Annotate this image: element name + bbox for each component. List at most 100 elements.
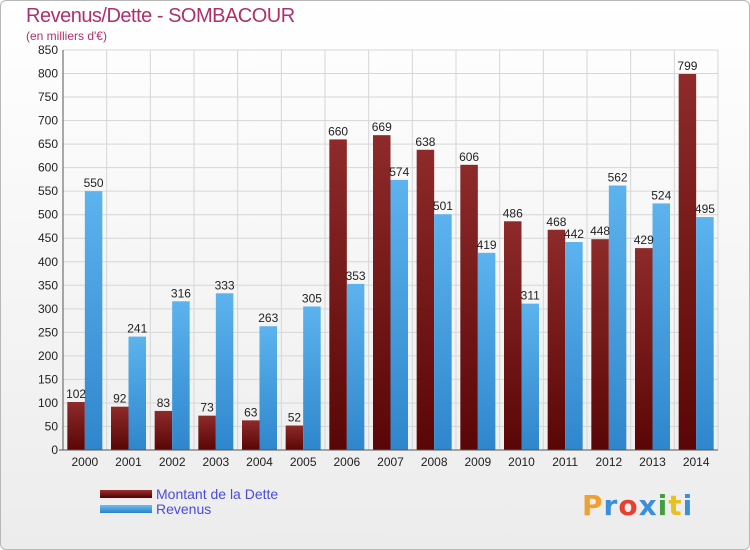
y-tick-label: 200 xyxy=(38,349,58,363)
data-label: 606 xyxy=(459,150,479,164)
bar-revenus xyxy=(608,185,627,450)
bar-revenus xyxy=(172,301,190,450)
y-tick-label: 850 xyxy=(38,43,58,57)
y-tick-label: 450 xyxy=(38,231,58,245)
x-tick-label: 2014 xyxy=(683,455,710,469)
bar-revenus xyxy=(259,326,277,450)
bar-dette xyxy=(460,164,478,450)
y-tick-label: 700 xyxy=(38,114,58,128)
data-label: 669 xyxy=(372,120,392,134)
data-label: 92 xyxy=(113,392,127,406)
data-label: 52 xyxy=(288,411,302,425)
logo-letter: x xyxy=(638,489,658,522)
logo-letter: t xyxy=(668,489,683,522)
x-tick-label: 2013 xyxy=(639,455,666,469)
chart-title: Revenus/Dette - SOMBACOUR xyxy=(26,5,295,27)
data-label: 660 xyxy=(328,124,348,138)
legend-swatch-revenus xyxy=(100,505,152,513)
bar-dette xyxy=(242,420,260,450)
legend-label-revenus: Revenus xyxy=(156,501,212,517)
data-label: 63 xyxy=(244,405,258,419)
legend-item-debt: Montant de la Dette xyxy=(100,486,360,502)
bar-dette xyxy=(285,425,304,450)
proxiti-logo: Proxiti xyxy=(582,489,693,522)
bar-dette xyxy=(504,221,522,450)
x-tick-label: 2008 xyxy=(421,455,448,469)
x-tick-label: 2009 xyxy=(464,455,491,469)
bar-revenus xyxy=(346,283,365,450)
x-tick-label: 2007 xyxy=(377,455,404,469)
y-tick-label: 500 xyxy=(38,208,58,222)
bar-revenus xyxy=(521,303,539,450)
logo-letter: r xyxy=(603,489,619,522)
bar-dette xyxy=(154,410,173,450)
y-tick-label: 550 xyxy=(38,184,58,198)
data-label: 333 xyxy=(215,278,235,292)
bar-revenus xyxy=(128,336,146,450)
bar-dette xyxy=(678,74,697,450)
data-label: 419 xyxy=(477,238,497,252)
bar-revenus xyxy=(652,203,670,450)
bar-dette xyxy=(591,239,609,450)
data-label: 102 xyxy=(66,387,86,401)
y-tick-label: 50 xyxy=(45,419,59,433)
data-label: 83 xyxy=(157,396,171,410)
x-tick-label: 2011 xyxy=(552,455,578,469)
bar-revenus xyxy=(696,217,714,450)
bar-dette xyxy=(198,415,216,450)
y-tick-label: 300 xyxy=(38,302,58,316)
y-tick-label: 350 xyxy=(38,278,58,292)
y-tick-label: 250 xyxy=(38,325,58,339)
x-tick-label: 2002 xyxy=(159,455,186,469)
data-label: 305 xyxy=(302,291,322,305)
y-tick-label: 400 xyxy=(38,255,58,269)
bar-dette xyxy=(67,402,85,450)
logo-letter: P xyxy=(582,489,604,522)
logo-letter: i xyxy=(657,489,669,522)
data-label: 574 xyxy=(389,165,409,179)
y-tick-label: 800 xyxy=(38,67,58,81)
bar-revenus xyxy=(390,179,408,450)
x-tick-label: 2003 xyxy=(202,455,229,469)
x-tick-label: 2006 xyxy=(333,455,360,469)
data-label: 442 xyxy=(564,227,584,241)
bar-dette xyxy=(635,248,653,450)
data-label: 73 xyxy=(200,401,214,415)
data-label: 495 xyxy=(695,202,715,216)
bar-revenus xyxy=(84,191,103,451)
x-tick-label: 2012 xyxy=(595,455,622,469)
chart-subtitle: (en milliers d'€) xyxy=(26,29,107,43)
bar-dette xyxy=(373,135,391,451)
y-tick-label: 150 xyxy=(38,372,58,386)
legend-swatch-debt xyxy=(100,490,152,498)
x-tick-label: 2005 xyxy=(290,455,317,469)
logo-letter: o xyxy=(618,489,639,522)
legend-item-revenus: Revenus xyxy=(100,501,360,517)
x-tick-label: 2001 xyxy=(115,455,142,469)
data-label: 468 xyxy=(546,215,566,229)
data-label: 501 xyxy=(433,199,453,213)
bar-dette xyxy=(547,229,566,450)
bar-revenus xyxy=(477,252,496,450)
data-label: 316 xyxy=(171,286,191,300)
x-tick-label: 2000 xyxy=(71,455,98,469)
bar-revenus xyxy=(303,306,321,450)
data-label: 241 xyxy=(127,322,147,336)
data-label: 263 xyxy=(258,311,278,325)
x-tick-label: 2010 xyxy=(508,455,535,469)
y-tick-label: 0 xyxy=(51,443,58,457)
data-label: 311 xyxy=(521,289,540,303)
bar-revenus xyxy=(434,214,452,450)
y-tick-label: 750 xyxy=(38,90,58,104)
y-tick-label: 650 xyxy=(38,137,58,151)
data-label: 799 xyxy=(677,59,697,73)
data-label: 524 xyxy=(651,188,671,202)
logo-letter: i xyxy=(682,489,694,522)
bar-dette xyxy=(111,406,129,450)
bar-revenus xyxy=(565,242,583,450)
data-label: 429 xyxy=(634,233,654,247)
y-tick-label: 600 xyxy=(38,161,58,175)
bar-revenus xyxy=(215,293,234,450)
data-label: 448 xyxy=(590,224,610,238)
